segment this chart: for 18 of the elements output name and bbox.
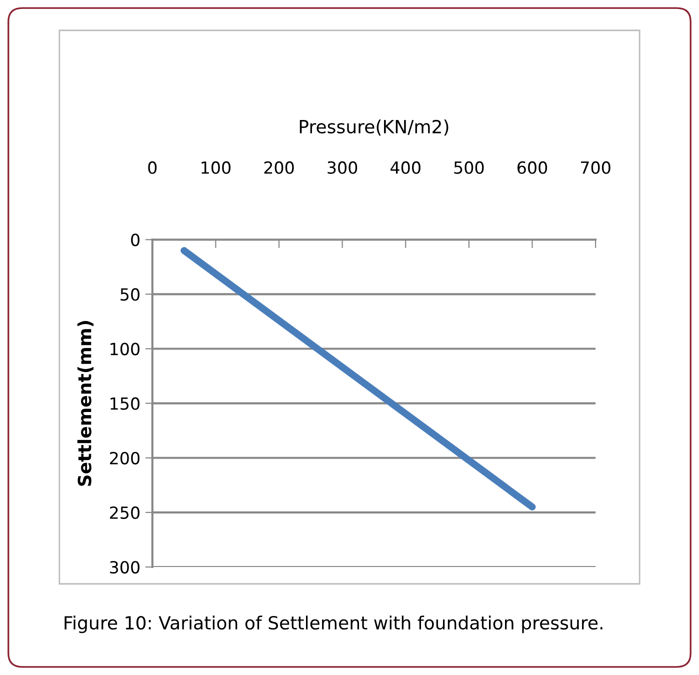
y-tick-label: 100 xyxy=(110,342,140,356)
x-axis-title: Pressure(KN/m2) xyxy=(300,120,448,136)
y-tick-label: 300 xyxy=(110,560,140,574)
x-tick-label: 400 xyxy=(390,161,420,174)
x-tick-label: 500 xyxy=(454,161,484,174)
y-tick-label: 0 xyxy=(131,234,140,246)
y-tick-label: 50 xyxy=(120,288,140,301)
x-tick-label: 600 xyxy=(517,161,548,174)
y-tick-label: 200 xyxy=(110,452,140,464)
caption: Figure 10: Variation of Settlement with foundation pressure. xyxy=(64,616,602,634)
x-tick-label: 200 xyxy=(264,161,294,174)
x-tick-label: 100 xyxy=(202,161,230,174)
y-tick-label: 250 xyxy=(110,506,140,520)
x-tick-label: 0 xyxy=(148,161,157,174)
x-tick-label: 300 xyxy=(328,161,358,174)
x-tick-label: 700 xyxy=(581,161,610,174)
y-axis-title: Settlement(mm) xyxy=(77,321,94,486)
y-tick-label: 150 xyxy=(110,397,140,410)
